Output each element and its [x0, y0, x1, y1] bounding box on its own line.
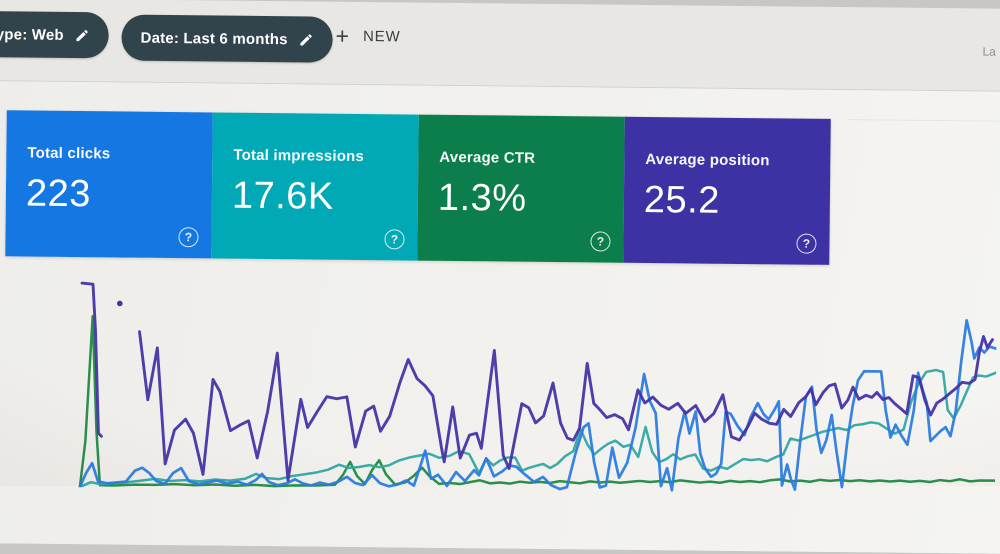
pencil-icon[interactable]: [75, 27, 90, 42]
filter-toolbar: type: Web Date: Last 6 months + NEW La: [0, 0, 1000, 91]
performance-line-chart[interactable]: [0, 0, 1000, 496]
filter-chip-search-type[interactable]: type: Web: [0, 10, 110, 59]
pencil-icon[interactable]: [299, 32, 314, 47]
filter-chip-date-range[interactable]: Date: Last 6 months: [121, 14, 333, 63]
